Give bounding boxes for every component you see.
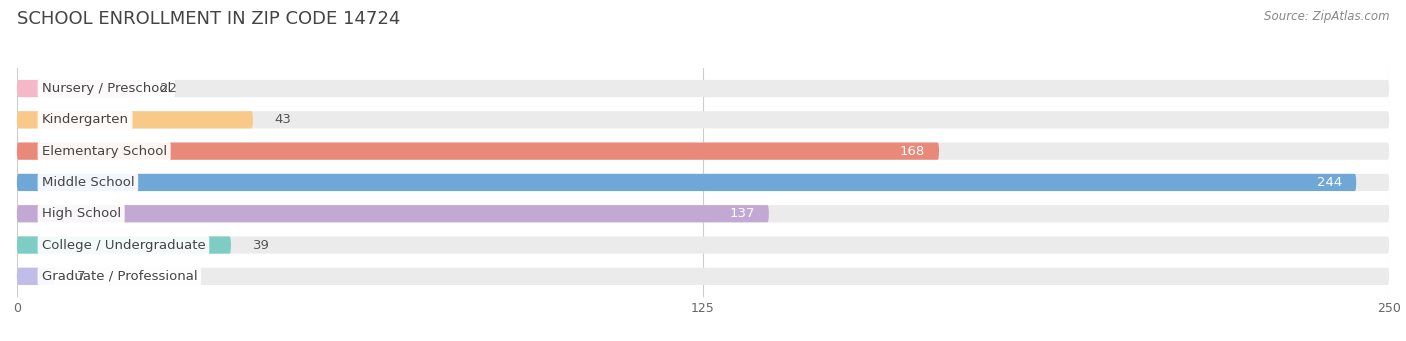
Text: Nursery / Preschool: Nursery / Preschool	[42, 82, 170, 95]
FancyBboxPatch shape	[17, 268, 55, 285]
FancyBboxPatch shape	[17, 111, 253, 129]
FancyBboxPatch shape	[17, 143, 1389, 160]
Text: College / Undergraduate: College / Undergraduate	[42, 239, 205, 252]
FancyBboxPatch shape	[17, 268, 1389, 285]
Text: 137: 137	[730, 207, 755, 220]
Text: Kindergarten: Kindergarten	[42, 113, 128, 126]
FancyBboxPatch shape	[17, 80, 1389, 97]
Text: 22: 22	[160, 82, 177, 95]
FancyBboxPatch shape	[17, 205, 769, 222]
FancyBboxPatch shape	[17, 205, 1389, 222]
FancyBboxPatch shape	[17, 236, 1389, 254]
Text: SCHOOL ENROLLMENT IN ZIP CODE 14724: SCHOOL ENROLLMENT IN ZIP CODE 14724	[17, 10, 401, 28]
Text: Graduate / Professional: Graduate / Professional	[42, 270, 197, 283]
Text: Middle School: Middle School	[42, 176, 134, 189]
FancyBboxPatch shape	[17, 236, 231, 254]
Text: 43: 43	[274, 113, 291, 126]
Text: 244: 244	[1317, 176, 1343, 189]
Text: 39: 39	[253, 239, 270, 252]
FancyBboxPatch shape	[17, 174, 1357, 191]
Text: High School: High School	[42, 207, 121, 220]
Text: 7: 7	[77, 270, 86, 283]
FancyBboxPatch shape	[17, 80, 138, 97]
FancyBboxPatch shape	[17, 174, 1389, 191]
FancyBboxPatch shape	[17, 143, 939, 160]
Text: 168: 168	[900, 145, 925, 158]
Text: Elementary School: Elementary School	[42, 145, 167, 158]
Text: Source: ZipAtlas.com: Source: ZipAtlas.com	[1264, 10, 1389, 23]
FancyBboxPatch shape	[17, 111, 1389, 129]
